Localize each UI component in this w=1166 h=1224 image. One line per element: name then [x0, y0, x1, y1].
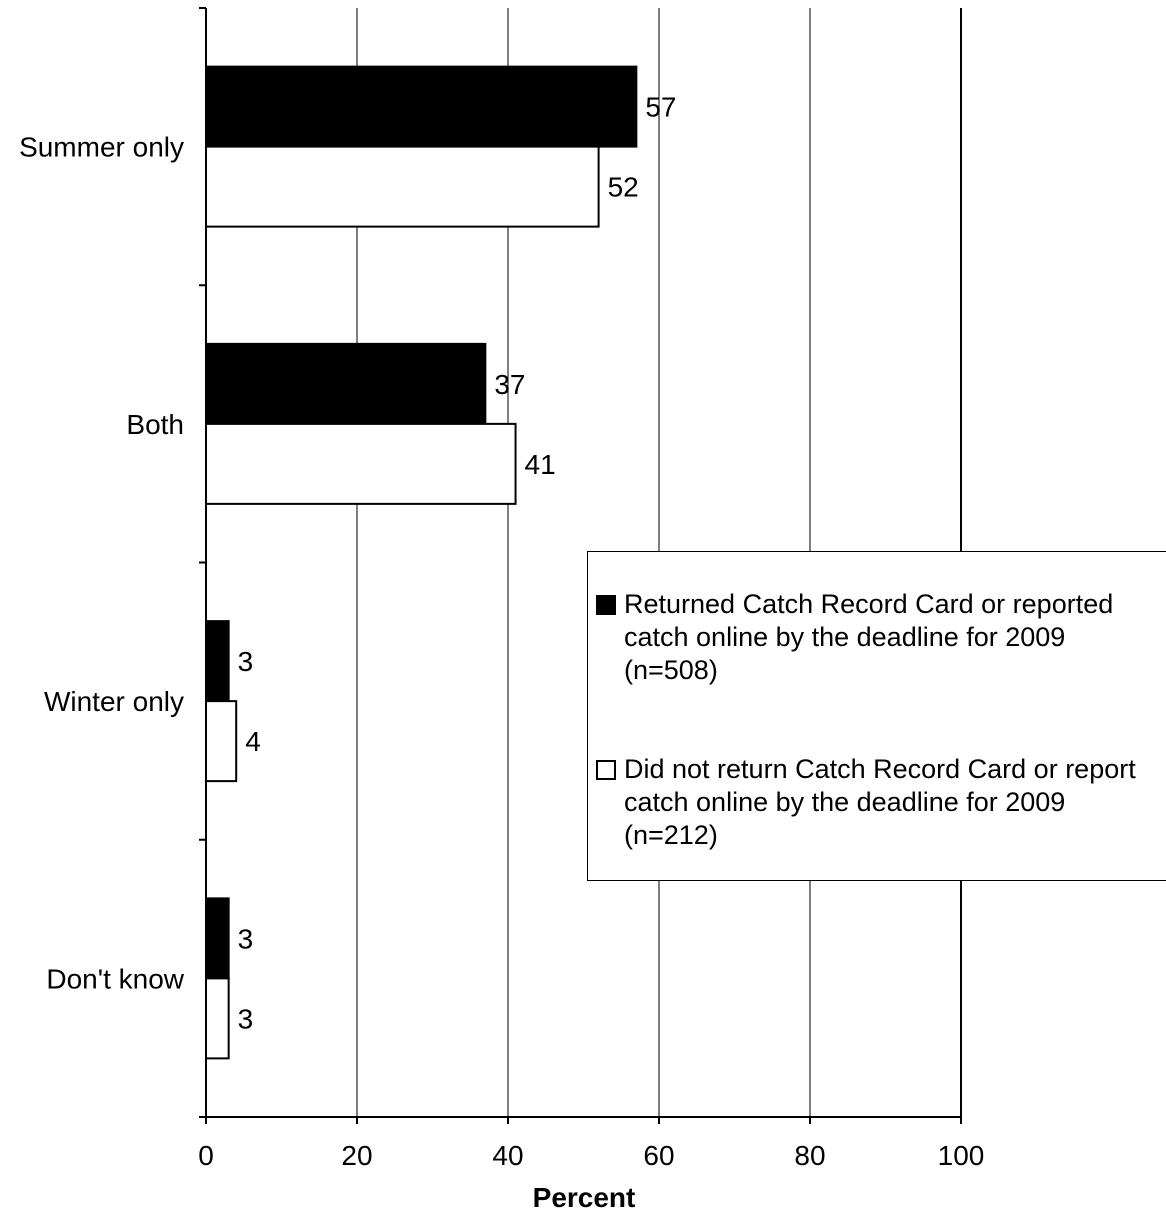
bar	[205, 977, 230, 1060]
x-axis-title: Percent	[533, 1182, 636, 1213]
legend-swatch-black	[596, 595, 616, 615]
x-tick-label: 60	[643, 1140, 674, 1171]
data-label: 57	[645, 92, 676, 123]
category-label: Don't know	[46, 963, 184, 994]
bar	[205, 620, 230, 703]
x-tick-label: 40	[492, 1140, 523, 1171]
data-label: 52	[608, 172, 639, 203]
category-label: Both	[126, 409, 184, 440]
legend-item-not-returned: Did not return Catch Record Card or repo…	[596, 753, 1166, 852]
legend-label-returned: Returned Catch Record Card or reported c…	[624, 589, 1114, 685]
legend: Returned Catch Record Card or reported c…	[587, 551, 1166, 881]
legend-swatch-white	[596, 760, 616, 780]
data-label: 4	[245, 726, 261, 757]
data-label: 37	[494, 369, 525, 400]
bar	[205, 897, 230, 980]
bar	[205, 422, 517, 505]
x-tick-label: 100	[938, 1140, 985, 1171]
bar	[205, 145, 600, 228]
bar	[205, 65, 638, 148]
data-label: 41	[525, 449, 556, 480]
legend-item-returned: Returned Catch Record Card or reported c…	[596, 588, 1166, 687]
labels: 0 20 40 60 80 100 Summer only 57 52 Both 37 41 Winte…	[19, 92, 984, 1171]
legend-label-not-returned: Did not return Catch Record Card or repo…	[624, 754, 1136, 850]
x-tick-label: 0	[198, 1140, 214, 1171]
x-tick-label: 80	[794, 1140, 825, 1171]
data-label: 3	[238, 923, 254, 954]
data-label: 3	[238, 646, 254, 677]
bar	[205, 342, 487, 425]
category-label: Summer only	[19, 132, 184, 163]
category-label: Winter only	[44, 686, 184, 717]
data-label: 3	[238, 1003, 254, 1034]
bars	[205, 65, 638, 1060]
x-tick-label: 20	[341, 1140, 372, 1171]
bar	[205, 700, 238, 783]
